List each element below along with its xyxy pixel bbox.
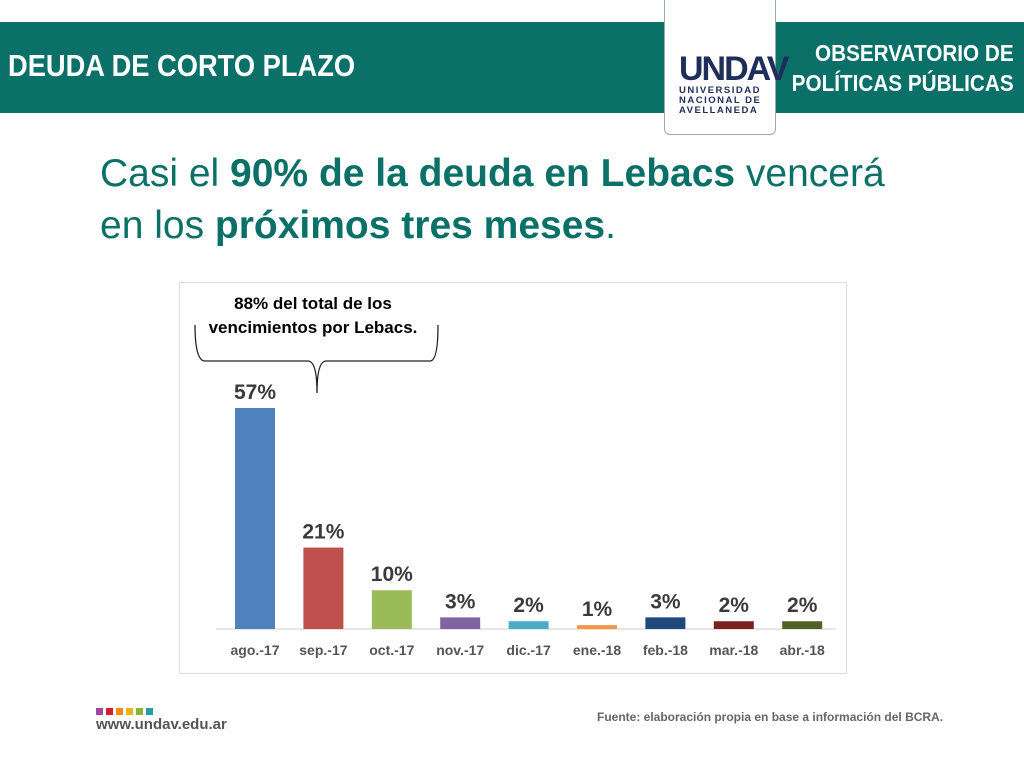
bar-ene.-18 xyxy=(577,625,617,629)
bar-sep.-17 xyxy=(303,547,344,629)
data-label: 10% xyxy=(371,563,413,586)
bar-feb.-18 xyxy=(645,617,686,629)
x-tick-label: mar.-18 xyxy=(709,642,758,658)
x-tick-label: feb.-18 xyxy=(643,642,688,658)
color-square xyxy=(96,708,103,715)
observatory-title: OBSERVATORIO DE POLÍTICAS PÚBLICAS xyxy=(792,40,1014,96)
undav-logo: UNDAV UNIVERSIDAD NACIONAL DE AVELLANEDA xyxy=(664,0,789,135)
color-square xyxy=(136,708,143,715)
logo-mark: UNDAV xyxy=(679,50,789,88)
annotation-line1: 88% del total de los xyxy=(234,294,392,313)
data-label: 57% xyxy=(234,381,276,404)
x-tick-label: abr.-18 xyxy=(780,642,825,658)
data-label: 2% xyxy=(513,594,544,617)
x-tick-label: ago.-17 xyxy=(230,642,279,658)
bar-dic.-17 xyxy=(508,621,549,629)
color-square xyxy=(126,708,133,715)
header-band xyxy=(0,22,1024,113)
data-label: 3% xyxy=(650,590,681,613)
annotation-line2: vencimientos por Lebacs. xyxy=(209,318,418,337)
x-tick-label: dic.-17 xyxy=(506,642,551,658)
color-square xyxy=(116,708,123,715)
color-square xyxy=(146,708,153,715)
headline: Casi el 90% de la deuda en Lebacs vencer… xyxy=(100,152,885,247)
bar-nov.-17 xyxy=(440,617,481,629)
x-tick-label: nov.-17 xyxy=(436,642,484,658)
annotation-brace xyxy=(194,324,439,394)
website-url: www.undav.edu.ar xyxy=(96,716,227,733)
x-tick-label: ene.-18 xyxy=(573,642,621,658)
bar-chart: 88% del total de los vencimientos por Le… xyxy=(179,282,847,674)
data-label: 1% xyxy=(582,598,613,621)
color-squares xyxy=(96,708,153,715)
data-label: 21% xyxy=(302,521,344,544)
logo-text: UNIVERSIDAD NACIONAL DE AVELLANEDA xyxy=(679,85,762,116)
x-tick-label: sep.-17 xyxy=(299,642,347,658)
data-label: 2% xyxy=(787,594,818,617)
data-label: 2% xyxy=(719,594,750,617)
bar-abr.-18 xyxy=(782,621,823,629)
data-label: 3% xyxy=(445,590,476,613)
bar-mar.-18 xyxy=(713,621,754,629)
x-tick-label: oct.-17 xyxy=(369,642,414,658)
source-note: Fuente: elaboración propia en base a inf… xyxy=(597,710,944,724)
chart-svg: 88% del total de los vencimientos por Le… xyxy=(194,294,836,658)
section-title: DEUDA DE CORTO PLAZO xyxy=(8,48,356,83)
color-square xyxy=(106,708,113,715)
bar-ago.-17 xyxy=(235,408,275,629)
bar-oct.-17 xyxy=(371,590,412,629)
